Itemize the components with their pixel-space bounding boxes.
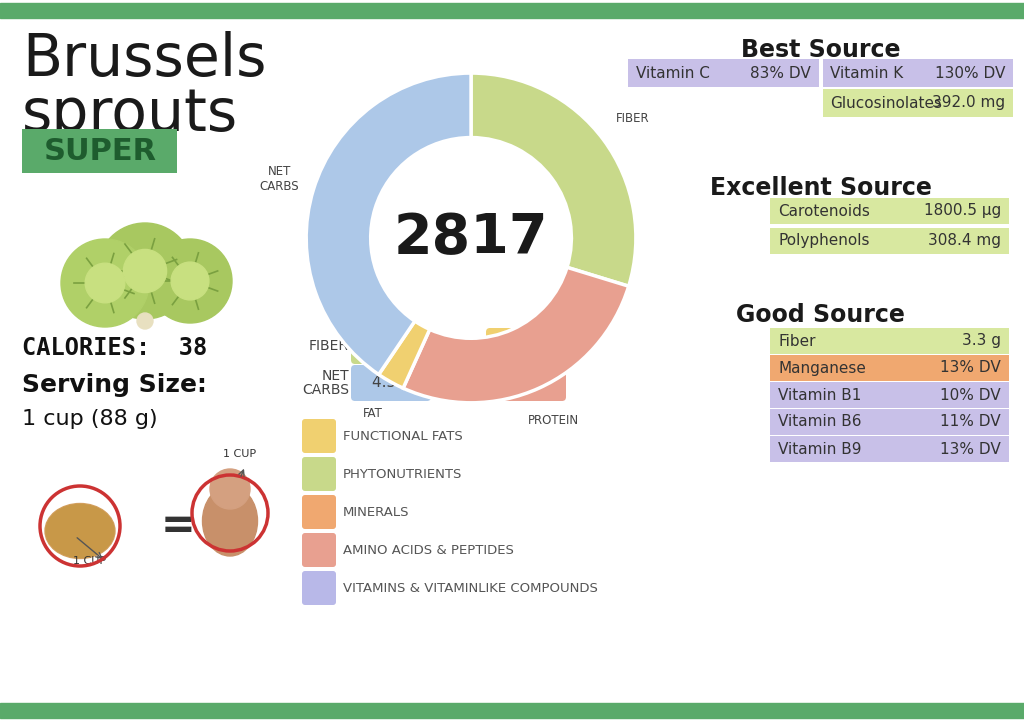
Text: PROTEIN: PROTEIN xyxy=(528,415,580,428)
Text: sprouts: sprouts xyxy=(22,86,239,143)
Text: NET
CARBS: NET CARBS xyxy=(259,165,299,193)
Text: Manganese: Manganese xyxy=(778,360,866,376)
Text: 13% DV: 13% DV xyxy=(940,441,1001,456)
Text: CALORIES:  38: CALORIES: 38 xyxy=(22,336,207,360)
FancyBboxPatch shape xyxy=(0,703,1024,718)
Text: 1 cup (88 g): 1 cup (88 g) xyxy=(22,409,158,429)
Text: FAT: FAT xyxy=(364,407,383,420)
Text: 1 CUP: 1 CUP xyxy=(223,449,257,459)
Text: 83% DV: 83% DV xyxy=(750,66,811,81)
Circle shape xyxy=(210,469,250,509)
Text: Fiber: Fiber xyxy=(778,334,816,348)
Text: 4.5 g: 4.5 g xyxy=(372,376,411,391)
Text: 11% DV: 11% DV xyxy=(940,415,1001,430)
FancyBboxPatch shape xyxy=(770,409,1009,435)
Text: 130% DV: 130% DV xyxy=(935,66,1005,81)
FancyBboxPatch shape xyxy=(302,571,336,605)
Wedge shape xyxy=(306,73,471,374)
Wedge shape xyxy=(403,267,629,403)
FancyBboxPatch shape xyxy=(0,3,1024,18)
FancyBboxPatch shape xyxy=(302,419,336,453)
FancyBboxPatch shape xyxy=(822,89,1013,117)
FancyBboxPatch shape xyxy=(486,328,566,364)
Text: Vitamin B6: Vitamin B6 xyxy=(778,415,862,430)
Wedge shape xyxy=(471,73,636,286)
Text: Serving Size:: Serving Size: xyxy=(22,373,207,397)
Ellipse shape xyxy=(45,503,115,559)
Ellipse shape xyxy=(203,486,257,556)
FancyBboxPatch shape xyxy=(770,228,1009,254)
Text: Excellent Source: Excellent Source xyxy=(710,176,932,200)
Text: FAT: FAT xyxy=(461,339,484,353)
FancyBboxPatch shape xyxy=(770,198,1009,224)
Circle shape xyxy=(85,263,125,303)
Text: Vitamin C: Vitamin C xyxy=(636,66,710,81)
Circle shape xyxy=(97,223,193,319)
FancyBboxPatch shape xyxy=(22,129,177,173)
FancyBboxPatch shape xyxy=(351,328,431,364)
Text: 308.4 mg: 308.4 mg xyxy=(928,234,1001,249)
Text: 0.3 g: 0.3 g xyxy=(507,338,546,353)
FancyBboxPatch shape xyxy=(351,365,431,401)
Ellipse shape xyxy=(46,505,114,557)
Text: 3.3 g: 3.3 g xyxy=(962,334,1001,348)
FancyBboxPatch shape xyxy=(302,495,336,529)
Text: Good Source: Good Source xyxy=(736,303,905,327)
Text: Vitamin K: Vitamin K xyxy=(830,66,904,81)
FancyBboxPatch shape xyxy=(628,59,818,87)
Circle shape xyxy=(148,239,232,323)
Text: Glucosinolates: Glucosinolates xyxy=(830,95,942,110)
Circle shape xyxy=(61,239,150,327)
Text: 1 CUP: 1 CUP xyxy=(74,556,106,566)
Text: Vitamin B9: Vitamin B9 xyxy=(778,441,862,456)
Text: FIBER: FIBER xyxy=(309,339,349,353)
FancyBboxPatch shape xyxy=(486,365,566,401)
Text: MINERALS: MINERALS xyxy=(343,505,410,518)
Text: Brussels: Brussels xyxy=(22,31,266,88)
Text: FIBER: FIBER xyxy=(615,112,649,125)
FancyBboxPatch shape xyxy=(302,533,336,567)
Text: FUNCTIONAL FATS: FUNCTIONAL FATS xyxy=(343,430,463,443)
Text: Polyphenols: Polyphenols xyxy=(778,234,869,249)
FancyBboxPatch shape xyxy=(770,436,1009,462)
Circle shape xyxy=(171,262,209,300)
Text: NET
CARBS: NET CARBS xyxy=(302,369,349,397)
Circle shape xyxy=(124,249,167,293)
FancyBboxPatch shape xyxy=(770,382,1009,408)
Text: 3.3 g: 3.3 g xyxy=(372,338,411,353)
Text: 10% DV: 10% DV xyxy=(940,387,1001,402)
Text: PROTEIN: PROTEIN xyxy=(424,376,484,390)
Text: 392.0 mg: 392.0 mg xyxy=(932,95,1005,110)
Text: 3 g: 3 g xyxy=(514,376,539,391)
Text: VITAMINS & VITAMINLIKE COMPOUNDS: VITAMINS & VITAMINLIKE COMPOUNDS xyxy=(343,582,598,595)
Text: Carotenoids: Carotenoids xyxy=(778,203,870,218)
Text: 2817: 2817 xyxy=(394,211,548,265)
FancyBboxPatch shape xyxy=(302,457,336,491)
FancyBboxPatch shape xyxy=(770,328,1009,354)
Text: SUPER: SUPER xyxy=(43,136,157,166)
Text: PHYTONUTRIENTS: PHYTONUTRIENTS xyxy=(343,467,463,480)
Text: =: = xyxy=(161,505,196,547)
Text: AMINO ACIDS & PEPTIDES: AMINO ACIDS & PEPTIDES xyxy=(343,544,514,557)
Circle shape xyxy=(137,313,153,329)
FancyBboxPatch shape xyxy=(770,355,1009,381)
FancyArrowPatch shape xyxy=(239,470,244,477)
FancyArrowPatch shape xyxy=(77,538,101,558)
Text: 1800.5 μg: 1800.5 μg xyxy=(924,203,1001,218)
Text: Vitamin B1: Vitamin B1 xyxy=(778,387,861,402)
Wedge shape xyxy=(379,321,430,388)
FancyBboxPatch shape xyxy=(822,59,1013,87)
Text: Best Source: Best Source xyxy=(740,38,900,62)
Text: 13% DV: 13% DV xyxy=(940,360,1001,376)
